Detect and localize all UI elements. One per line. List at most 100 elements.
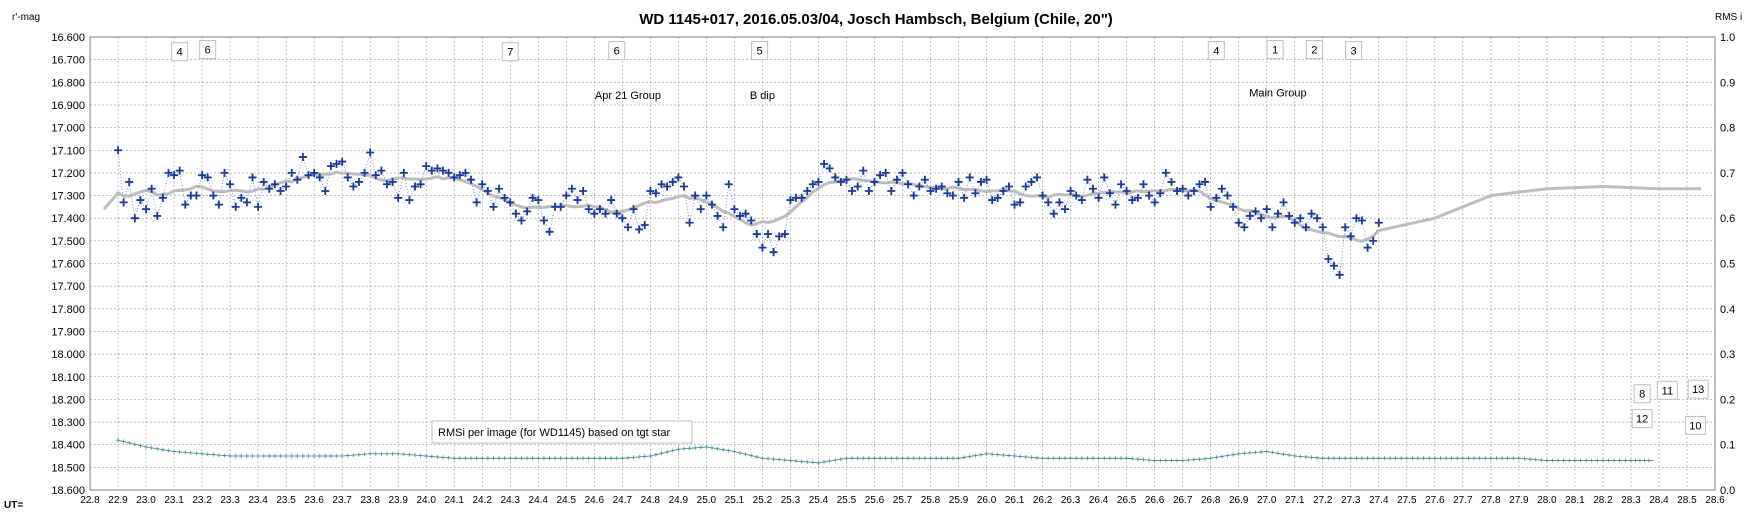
annotation-box bbox=[501, 42, 519, 62]
rms-point bbox=[732, 449, 737, 454]
x-tick-label: 27.4 bbox=[1369, 495, 1389, 506]
y-tick-label: 17.400 bbox=[51, 213, 85, 225]
rms-point bbox=[1572, 458, 1577, 463]
annotation-number: 5 bbox=[757, 46, 763, 58]
x-tick-label: 23.4 bbox=[248, 495, 268, 506]
data-point bbox=[573, 196, 582, 205]
rms-point bbox=[625, 455, 630, 460]
data-point bbox=[1234, 218, 1243, 227]
data-point bbox=[1346, 232, 1355, 241]
rms-point bbox=[463, 456, 468, 461]
rms-point bbox=[1472, 456, 1477, 461]
rms-point bbox=[384, 451, 389, 456]
y-tick-label: 18.300 bbox=[51, 417, 85, 429]
rms-point bbox=[1051, 456, 1056, 461]
y-tick-label: 17.500 bbox=[51, 236, 85, 248]
data-point bbox=[1335, 270, 1344, 279]
data-point bbox=[119, 198, 128, 207]
x-tick-label: 24.6 bbox=[585, 495, 605, 506]
rms-point bbox=[1091, 456, 1096, 461]
rms-point bbox=[256, 454, 261, 459]
data-point bbox=[915, 182, 924, 191]
annotation-number: 6 bbox=[205, 44, 211, 56]
data-point bbox=[775, 232, 784, 241]
rms-point bbox=[1399, 456, 1404, 461]
rms-point bbox=[1275, 451, 1280, 456]
y-tick-label: 17.000 bbox=[51, 123, 85, 135]
x-tick-label: 28.1 bbox=[1565, 495, 1585, 506]
data-point bbox=[276, 187, 285, 196]
rms-legend-box: RMSi per image (for WD1145) based on tgt… bbox=[431, 420, 693, 444]
data-point bbox=[607, 196, 616, 205]
rms-point bbox=[1337, 456, 1342, 461]
x-tick-label: 26.3 bbox=[1061, 495, 1081, 506]
rms-point bbox=[474, 456, 479, 461]
rms-point bbox=[1281, 452, 1286, 457]
rms-point bbox=[827, 459, 832, 464]
rms-point bbox=[1197, 457, 1202, 462]
y-tick-label: 18.200 bbox=[51, 394, 85, 406]
rms-point bbox=[1511, 456, 1516, 461]
rms-point bbox=[754, 454, 759, 459]
x-tick-label: 26.7 bbox=[1173, 495, 1193, 506]
rms-point bbox=[883, 456, 888, 461]
data-point bbox=[741, 209, 750, 218]
rms-point bbox=[1466, 456, 1471, 461]
rms-point bbox=[368, 451, 373, 456]
rms-point bbox=[1292, 454, 1297, 459]
data-point bbox=[786, 196, 795, 205]
x-tick-label: 27.6 bbox=[1425, 495, 1445, 506]
annotation-box bbox=[1631, 409, 1653, 429]
rms-point bbox=[1175, 458, 1180, 463]
data-point bbox=[326, 162, 335, 171]
y-tick-label: 16.900 bbox=[51, 100, 85, 112]
rms-point bbox=[1488, 456, 1493, 461]
rms-point bbox=[620, 456, 625, 461]
rms-point bbox=[289, 454, 294, 459]
rms-point bbox=[906, 456, 911, 461]
data-point bbox=[993, 193, 1002, 202]
data-point bbox=[595, 205, 604, 214]
data-point bbox=[298, 153, 307, 162]
rms-point bbox=[452, 456, 457, 461]
rms-point bbox=[687, 446, 692, 451]
rms-point bbox=[272, 454, 277, 459]
x-tick-label: 24.1 bbox=[444, 495, 464, 506]
x-tick-label: 25.0 bbox=[697, 495, 717, 506]
rms-point bbox=[116, 438, 121, 443]
rms-point bbox=[166, 448, 171, 453]
rms-point bbox=[345, 453, 350, 458]
data-point bbox=[584, 205, 593, 214]
rms-point bbox=[1348, 456, 1353, 461]
rms-point bbox=[715, 446, 720, 451]
rms-point bbox=[805, 459, 810, 464]
rms-point bbox=[485, 456, 490, 461]
rms-point bbox=[945, 456, 950, 461]
data-point bbox=[130, 214, 139, 223]
rms-point bbox=[1477, 456, 1482, 461]
y2-tick-label: 0.0 bbox=[1720, 485, 1735, 497]
data-point bbox=[1307, 209, 1316, 218]
data-point bbox=[1341, 223, 1350, 232]
rms-point bbox=[205, 452, 210, 457]
data-point bbox=[248, 173, 257, 182]
rms-point bbox=[233, 454, 238, 459]
magnitude-dotted-line bbox=[117, 150, 1380, 277]
annotation-box bbox=[608, 41, 626, 61]
data-point bbox=[310, 168, 319, 177]
rms-point bbox=[390, 451, 395, 456]
rms-point bbox=[334, 454, 339, 459]
data-point bbox=[332, 159, 341, 168]
rms-point bbox=[1416, 456, 1421, 461]
annotation-number: 13 bbox=[1692, 384, 1704, 396]
rms-point bbox=[244, 454, 249, 459]
rms-point bbox=[1225, 453, 1230, 458]
rms-point bbox=[491, 456, 496, 461]
rms-point bbox=[132, 442, 137, 447]
rms-point bbox=[1388, 456, 1392, 461]
rms-point bbox=[581, 456, 586, 461]
data-point bbox=[612, 209, 621, 218]
magnitude-connector bbox=[117, 150, 1380, 277]
data-point bbox=[450, 173, 459, 182]
x-tick-label: 27.2 bbox=[1313, 495, 1333, 506]
